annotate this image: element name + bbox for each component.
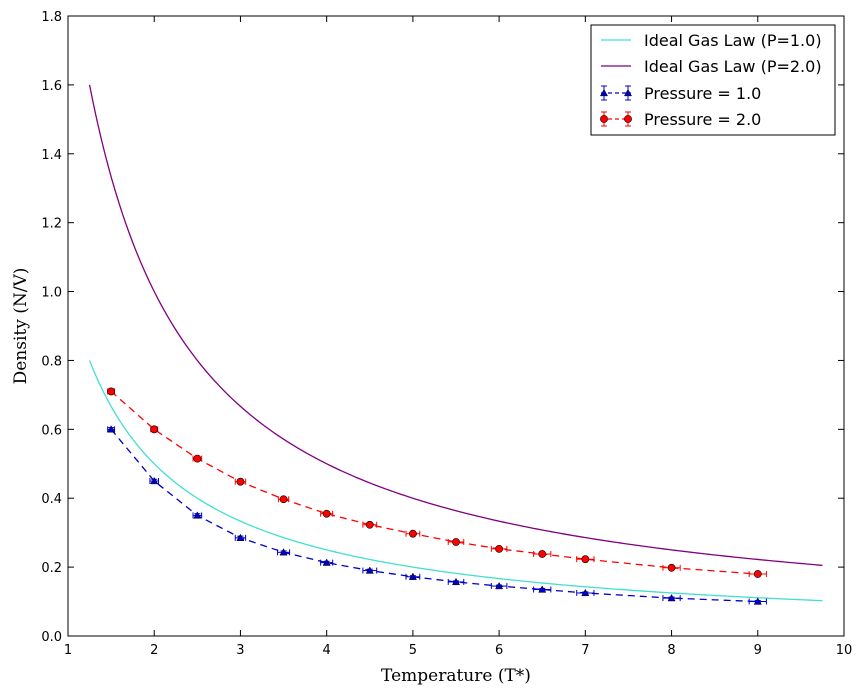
data-point xyxy=(581,588,590,597)
legend-label-0: Ideal Gas Law (P=1.0) xyxy=(644,31,822,50)
legend-box xyxy=(590,24,836,136)
y-tick-label: 0.8 xyxy=(41,354,62,369)
x-tick-label: 3 xyxy=(236,643,244,658)
x-tick-label: 10 xyxy=(836,643,853,658)
legend-label-1: Ideal Gas Law (P=2.0) xyxy=(644,57,822,76)
x-tick-label: 5 xyxy=(409,643,417,658)
y-tick-label: 1.8 xyxy=(41,10,62,25)
y-tick-label: 0.2 xyxy=(41,561,62,576)
data-point xyxy=(279,548,288,556)
y-tick-label: 1.2 xyxy=(41,217,62,232)
data-point xyxy=(236,533,245,541)
x-tick-label: 9 xyxy=(754,643,762,658)
curve-line-1 xyxy=(88,84,823,566)
data-point xyxy=(193,511,202,519)
series-layer xyxy=(107,387,767,605)
y-tick-label: 1.0 xyxy=(41,286,62,301)
legend-marker xyxy=(600,115,608,123)
x-tick-label: 7 xyxy=(581,643,589,658)
series-line-0 xyxy=(110,428,758,603)
data-point xyxy=(408,529,417,538)
legend-marker xyxy=(623,88,633,97)
legend-swatch-2 xyxy=(599,85,633,101)
data-point xyxy=(581,555,590,564)
y-tick-label: 1.6 xyxy=(41,79,62,94)
curves-layer xyxy=(88,84,823,602)
y-tick-label: 0.4 xyxy=(41,492,62,507)
data-point xyxy=(408,572,417,580)
legend: Ideal Gas Law (P=1.0) Ideal Gas Law (P=2… xyxy=(590,24,836,136)
series-line-1 xyxy=(110,390,758,575)
data-point xyxy=(107,387,116,396)
data-point xyxy=(279,495,288,504)
data-point xyxy=(753,597,762,605)
data-point xyxy=(107,425,116,433)
legend-marker xyxy=(599,88,609,97)
data-point xyxy=(193,454,202,463)
x-tick-label: 1 xyxy=(64,643,72,658)
data-point xyxy=(365,520,374,529)
data-point xyxy=(322,558,331,566)
data-point xyxy=(150,476,159,485)
data-point xyxy=(538,585,547,593)
data-point xyxy=(451,577,461,586)
data-point xyxy=(236,477,245,486)
x-tick-label: 6 xyxy=(495,643,503,658)
data-point xyxy=(150,425,159,434)
y-tick-label: 0.6 xyxy=(41,423,62,438)
legend-label-2: Pressure = 1.0 xyxy=(644,84,761,103)
x-tick-label: 4 xyxy=(323,643,331,658)
data-point xyxy=(667,563,676,572)
legend-label-3: Pressure = 2.0 xyxy=(644,110,761,129)
y-axis-label: Density (N/V) xyxy=(11,268,31,385)
data-point xyxy=(753,570,762,578)
plot-frame xyxy=(67,15,845,637)
data-point xyxy=(495,581,504,590)
x-axis-label: Temperature (T*) xyxy=(381,666,531,686)
ticks-layer: 1 2 3 4 5 6 7 8 9 10 0.0 0.2 0.4 0.6 0.8 1.0 1.2 1.4 1.6 1.… xyxy=(41,10,852,658)
data-point xyxy=(495,544,504,553)
data-point xyxy=(667,593,676,602)
data-point xyxy=(365,566,374,574)
y-tick-label: 0.0 xyxy=(41,630,62,645)
legend-marker xyxy=(624,115,632,123)
x-tick-label: 2 xyxy=(150,643,158,658)
curve-line-0 xyxy=(88,360,823,602)
x-tick-label: 8 xyxy=(667,643,675,658)
legend-swatch-3 xyxy=(600,111,632,127)
data-point xyxy=(322,509,331,518)
y-tick-label: 1.4 xyxy=(41,148,62,163)
data-point xyxy=(452,538,460,546)
data-point xyxy=(538,550,547,558)
